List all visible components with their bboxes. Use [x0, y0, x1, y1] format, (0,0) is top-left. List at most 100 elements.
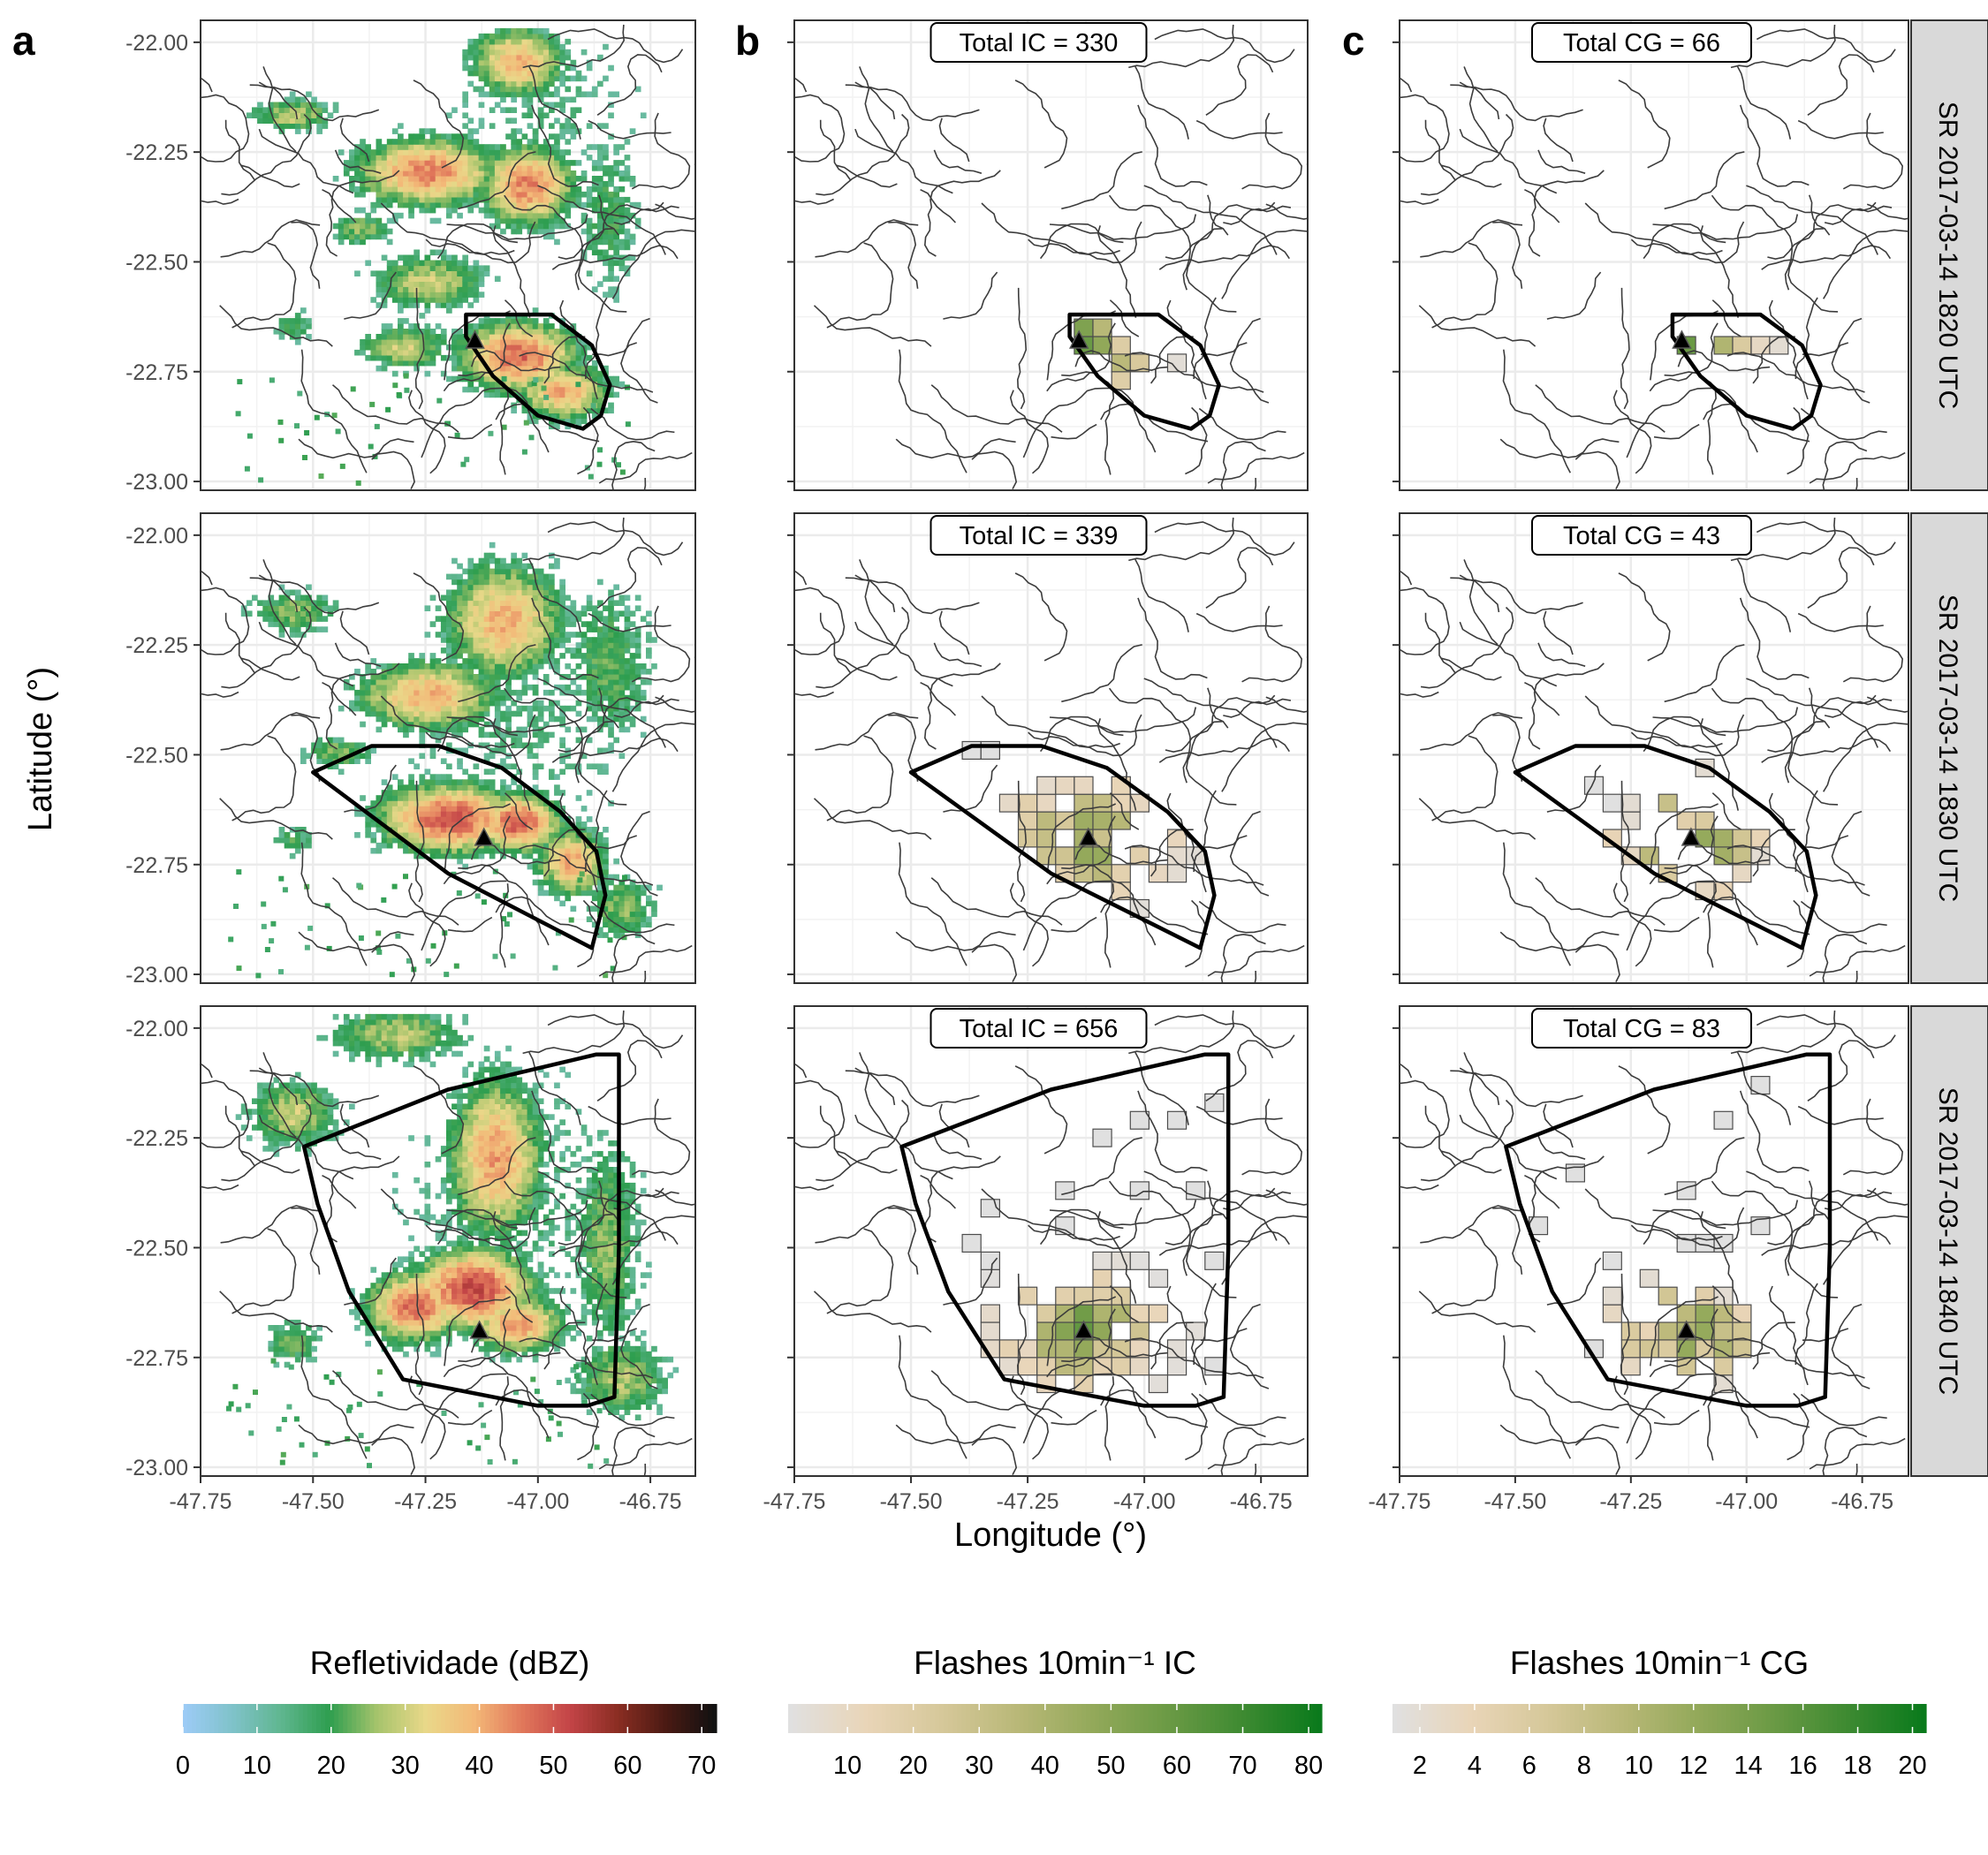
flash-cell: [1148, 1268, 1169, 1288]
legend-swatch: [1703, 1704, 1709, 1733]
legend-swatch: [1717, 1704, 1723, 1733]
legend-swatch: [1117, 1704, 1123, 1733]
legend-swatch: [436, 1704, 442, 1733]
legend-tick-label: 20: [899, 1752, 928, 1780]
legend-swatch: [1641, 1704, 1647, 1733]
legend-swatch: [280, 1704, 286, 1733]
legend-swatch: [1472, 1704, 1478, 1733]
legend-swatch: [249, 1704, 255, 1733]
panel-plot-area: [794, 1006, 1308, 1476]
legend-swatch: [1073, 1704, 1078, 1733]
municipal-borders: [201, 24, 695, 490]
x-tick-label: -47.50: [282, 1489, 345, 1514]
panel-frame: [200, 19, 696, 491]
legend-swatch: [1099, 1704, 1104, 1733]
flash-cell: [1732, 864, 1752, 883]
legend-swatch: [365, 1704, 370, 1733]
total-label-box: [1531, 1008, 1752, 1049]
legend-swatch: [556, 1704, 562, 1733]
legend-swatch: [214, 1704, 219, 1733]
legend-swatch: [543, 1704, 549, 1733]
x-tick-label: -47.25: [997, 1489, 1059, 1514]
legend-swatch: [1028, 1704, 1034, 1733]
legend-swatch: [627, 1704, 633, 1733]
flash-cell: [1036, 1304, 1057, 1323]
legend-swatch: [1485, 1704, 1491, 1733]
panel-background: [794, 20, 1308, 490]
legend-swatch: [1881, 1704, 1887, 1733]
legend-swatch: [1659, 1704, 1665, 1733]
legend-swatch: [1086, 1704, 1091, 1733]
legend-swatch: [1903, 1704, 1909, 1733]
flash-cell: [1602, 1251, 1622, 1270]
legend-swatch: [1121, 1704, 1127, 1733]
legend-swatch: [1281, 1704, 1287, 1733]
x-tick-label: -47.75: [1369, 1489, 1431, 1514]
legend-swatch: [1673, 1704, 1678, 1733]
panel-letter-b: b: [735, 18, 760, 64]
flash-cell: [1129, 1181, 1150, 1200]
panel-letter-c: c: [1342, 18, 1365, 64]
legend-swatch: [476, 1704, 482, 1733]
total-label-box: [930, 22, 1148, 63]
legend-swatch: [832, 1704, 838, 1733]
legend-swatch: [1819, 1704, 1825, 1733]
flash-cell: [1148, 1304, 1169, 1323]
legend-swatch: [1423, 1704, 1429, 1733]
total-label: Total CG = 66: [1563, 29, 1720, 57]
legend-swatch: [819, 1704, 824, 1733]
legend-swatch: [1308, 1704, 1314, 1733]
flash-cell: [1055, 1181, 1075, 1200]
total-label-box: [1531, 22, 1752, 63]
flash-cell: [1092, 811, 1112, 830]
legend-swatch: [534, 1704, 540, 1733]
legend-swatch: [267, 1704, 273, 1733]
radar-site-triangle: [1068, 329, 1089, 349]
legend-swatch: [1392, 1704, 1398, 1733]
legend-swatch: [1095, 1704, 1100, 1733]
legend-swatch: [1263, 1704, 1270, 1733]
legend-swatch: [1272, 1704, 1279, 1733]
flash-cell: [1129, 1251, 1150, 1270]
legend-swatch: [1734, 1704, 1741, 1733]
flash-cell: [1129, 1357, 1150, 1376]
legend-swatch: [494, 1704, 499, 1733]
legend-swatch: [1690, 1704, 1696, 1733]
total-label: Total IC = 330: [960, 29, 1119, 57]
legend-swatch: [1481, 1704, 1487, 1733]
legend-swatch: [472, 1704, 477, 1733]
legend-swatch: [1193, 1704, 1198, 1733]
legend-swatch: [850, 1704, 856, 1733]
legend-tick-label: 8: [1577, 1752, 1591, 1780]
panel-frame: [200, 512, 696, 984]
legend-swatch: [988, 1704, 994, 1733]
legend-swatch: [1068, 1704, 1074, 1733]
legend-swatch: [1188, 1704, 1194, 1733]
legend-swatch: [1233, 1704, 1238, 1733]
legend-swatch: [1148, 1704, 1154, 1733]
legend-swatch: [1664, 1704, 1669, 1733]
legend-swatch: [592, 1704, 597, 1733]
legend-swatch: [1445, 1704, 1452, 1733]
panel-frame: [200, 1005, 696, 1477]
legend-swatch: [916, 1704, 922, 1733]
x-tick-label: -47.00: [1113, 1489, 1176, 1514]
legend-swatch: [1183, 1704, 1189, 1733]
legend-swatch: [383, 1704, 389, 1733]
flash-cell: [1111, 1251, 1131, 1270]
legend-swatch: [489, 1704, 495, 1733]
flash-cell: [980, 1251, 1001, 1270]
legend-swatch: [899, 1704, 905, 1733]
legend-swatch: [374, 1704, 380, 1733]
legend-swatch: [926, 1704, 931, 1733]
total-label-box: [930, 515, 1148, 556]
flash-cell: [1620, 1357, 1641, 1376]
legend-swatch: [698, 1704, 704, 1733]
legend-swatch: [1228, 1704, 1233, 1733]
legend-swatch: [623, 1704, 628, 1733]
flash-cell: [1750, 1216, 1771, 1236]
flash-cell: [1166, 1339, 1187, 1359]
legend-swatch: [1157, 1704, 1163, 1733]
legend-1: Refletividade (dBZ) 0 10 20 30 40 50 60 70: [176, 1645, 717, 1780]
legend-swatch: [1544, 1704, 1549, 1733]
